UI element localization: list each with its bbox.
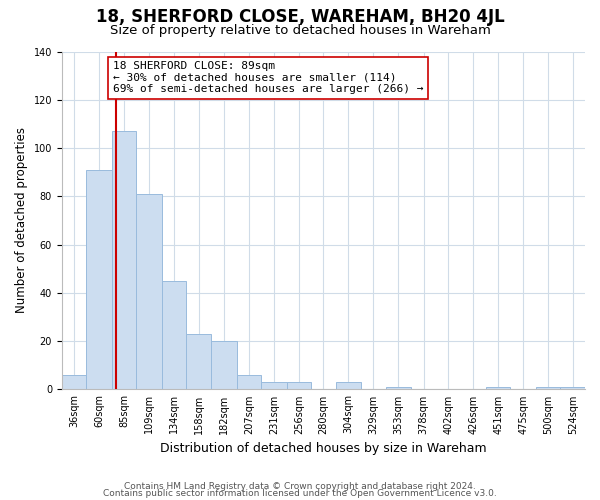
- Text: Size of property relative to detached houses in Wareham: Size of property relative to detached ho…: [110, 24, 490, 37]
- Text: Contains HM Land Registry data © Crown copyright and database right 2024.: Contains HM Land Registry data © Crown c…: [124, 482, 476, 491]
- Bar: [211, 341, 236, 390]
- Bar: [386, 387, 411, 390]
- Bar: [560, 387, 585, 390]
- Bar: [335, 382, 361, 390]
- Bar: [261, 382, 287, 390]
- Bar: [162, 281, 187, 390]
- Bar: [287, 382, 311, 390]
- Bar: [136, 194, 162, 390]
- Bar: [86, 170, 112, 390]
- Bar: [187, 334, 211, 390]
- Y-axis label: Number of detached properties: Number of detached properties: [15, 128, 28, 314]
- Text: 18 SHERFORD CLOSE: 89sqm
← 30% of detached houses are smaller (114)
69% of semi-: 18 SHERFORD CLOSE: 89sqm ← 30% of detach…: [113, 61, 424, 94]
- Bar: [486, 387, 511, 390]
- Text: 18, SHERFORD CLOSE, WAREHAM, BH20 4JL: 18, SHERFORD CLOSE, WAREHAM, BH20 4JL: [95, 8, 505, 26]
- Text: Contains public sector information licensed under the Open Government Licence v3: Contains public sector information licen…: [103, 490, 497, 498]
- X-axis label: Distribution of detached houses by size in Wareham: Distribution of detached houses by size …: [160, 442, 487, 455]
- Bar: [112, 131, 136, 390]
- Bar: [236, 375, 261, 390]
- Bar: [536, 387, 560, 390]
- Bar: [62, 375, 86, 390]
